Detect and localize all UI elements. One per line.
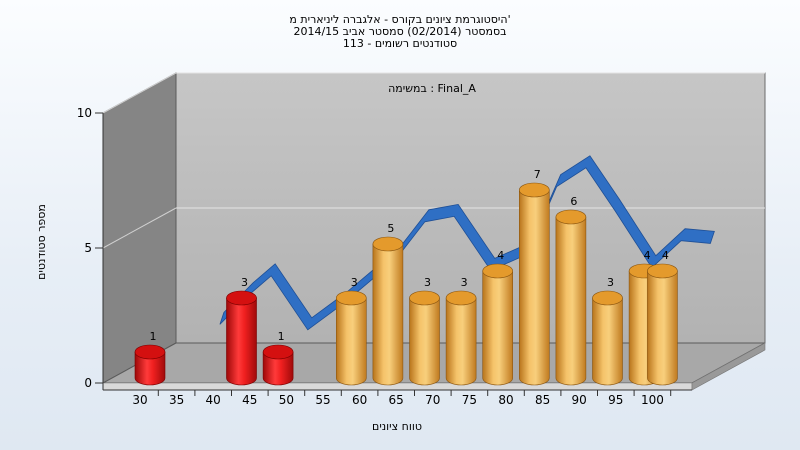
x-tick-label: 65 (389, 393, 404, 407)
bar-value-label: 1 (278, 330, 285, 343)
bar-top (335, 290, 367, 306)
grid-line-side (102, 72, 177, 114)
x-tick-label: 55 (315, 393, 330, 407)
grid-line-side (102, 207, 177, 249)
bar-top (482, 263, 514, 279)
x-tick-label: 60 (352, 393, 367, 407)
x-tick-label: 40 (206, 393, 221, 407)
bar-value-label: 3 (607, 276, 614, 289)
bars (134, 182, 678, 386)
title-line-2: בסמסטר (02/2014) סמסטר אביב 2014/15 (293, 25, 506, 38)
bar-top (262, 344, 294, 360)
bar-value-label: 4 (497, 249, 504, 262)
bar-value-label: 5 (387, 222, 394, 235)
trend-ribbon (219, 155, 715, 331)
x-tick-label: 100 (641, 393, 664, 407)
bar-10 (592, 290, 623, 386)
y-tick-label: 5 (84, 241, 92, 255)
bar-body (519, 189, 550, 386)
trend-ribbon-path (219, 155, 715, 331)
bar-value-label: 3 (424, 276, 431, 289)
title-line-1: היסטוגרמת ציונים בקורס - אלגברה ליניארית… (289, 13, 510, 26)
bar-3 (335, 290, 367, 386)
bar-0 (134, 344, 166, 386)
bar-body (336, 297, 367, 386)
bar-body (445, 297, 477, 386)
bar-value-label: 3 (461, 276, 468, 289)
bar-top (555, 209, 587, 225)
x-tick-label: 80 (498, 393, 513, 407)
bar-value-label: 3 (241, 276, 248, 289)
bar-body (134, 351, 166, 386)
bar-9 (555, 209, 587, 386)
bar-value-label: 7 (534, 168, 541, 181)
bar-top (592, 290, 623, 306)
bar-top (445, 290, 477, 306)
bar-6 (445, 290, 477, 386)
bar-5 (409, 290, 440, 386)
bar-body (372, 243, 404, 386)
bar-1 (226, 290, 257, 386)
bar-top (134, 344, 166, 360)
bar-top (372, 236, 404, 252)
bar-value-label: 4 (644, 249, 651, 262)
bar-value-label: 6 (570, 195, 577, 208)
bar-value-label: 3 (351, 276, 358, 289)
y-tick-label: 10 (77, 106, 92, 120)
bar-body (262, 351, 294, 386)
x-tick-label: 30 (132, 393, 147, 407)
bar-2 (262, 344, 294, 386)
bar-top (518, 182, 550, 198)
bar-value-label: 1 (150, 330, 157, 343)
bar-value-label: 4 (662, 249, 669, 262)
bar-body (482, 270, 513, 386)
chart-subtitle: במשימה : Final_A (388, 82, 476, 95)
title-line-3: סטודנטים רשומים - 113 (343, 37, 457, 50)
bar-body (409, 297, 440, 386)
bar-12 (647, 263, 678, 386)
x-tick-label: 75 (462, 393, 477, 407)
bar-body (226, 297, 257, 386)
x-tick-label: 85 (535, 393, 550, 407)
bar-body (647, 270, 678, 386)
bar-7 (482, 263, 514, 386)
bar-4 (372, 236, 404, 386)
bar-body (592, 297, 623, 386)
y-axis-label: מספר סטודנטים (35, 204, 48, 280)
bar-top (226, 290, 257, 306)
bar-body (555, 216, 587, 386)
bar-8 (518, 182, 550, 386)
x-tick-label: 95 (608, 393, 623, 407)
bar-top (647, 263, 678, 279)
floor-right-edge (691, 342, 766, 391)
x-tick-label: 90 (572, 393, 587, 407)
bar-top (409, 290, 440, 306)
grid-lines (102, 72, 765, 249)
x-tick-label: 50 (279, 393, 294, 407)
x-tick-label: 35 (169, 393, 184, 407)
y-tick-label: 0 (84, 376, 92, 390)
x-tick-label: 45 (242, 393, 257, 407)
x-axis-label: טווח ציונים (372, 420, 422, 433)
x-tick-label: 70 (425, 393, 440, 407)
